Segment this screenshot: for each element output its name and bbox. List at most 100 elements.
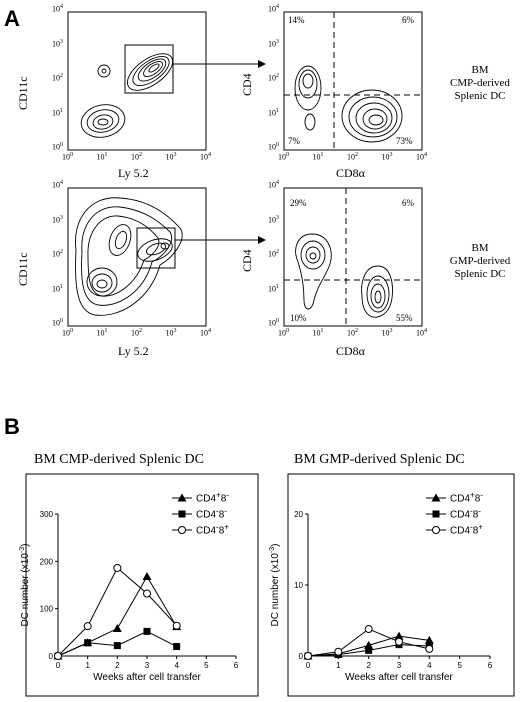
point-triangle: [424, 635, 434, 644]
point-circle: [83, 622, 92, 631]
log-y-tick-label: 102: [52, 73, 63, 83]
legend-marker: [177, 493, 187, 502]
x-axis-label: Weeks after cell transfer: [345, 672, 453, 683]
legend-marker: [432, 526, 440, 534]
point-triangle: [142, 571, 152, 580]
x-tick-label: 3: [397, 661, 402, 670]
quad-ur-1: 6%: [402, 15, 414, 25]
legend-marker: [432, 510, 440, 518]
log-y-tick-label: 103: [52, 38, 63, 49]
x-tick-label: 5: [457, 661, 462, 670]
point-square: [143, 627, 151, 635]
row-label-1: BM CMP-derived Splenic DC: [440, 64, 520, 103]
point-square: [113, 642, 121, 650]
row-label-2-line: Splenic DC: [454, 268, 506, 280]
log-y-tick-label: 103: [268, 38, 279, 49]
legend-label: CD4-8+: [196, 523, 229, 537]
log-x-tick-label: 102: [131, 328, 142, 338]
point-circle: [395, 637, 403, 646]
log-y-tick-label: 100: [52, 318, 63, 328]
log-x-tick-label: 100: [278, 152, 289, 162]
chart-title-gmp: BM GMP-derived Splenic DC: [294, 452, 465, 467]
log-y-tick-label: 104: [52, 4, 63, 14]
quad-ul-1: 14%: [288, 15, 305, 25]
point-circle: [425, 644, 434, 653]
point-circle: [54, 652, 62, 660]
x-tick-label: 2: [115, 661, 120, 670]
panel-b-letter: B: [4, 414, 20, 439]
gate-xlabel-1: Ly 5.2: [118, 166, 149, 180]
log-y-tick-label: 100: [268, 142, 279, 152]
legend-marker: [178, 526, 186, 534]
x-tick-label: 6: [488, 661, 493, 670]
point-circle: [364, 625, 373, 634]
point-triangle: [112, 624, 122, 633]
row-label-2: BM GMP-derived Splenic DC: [440, 242, 520, 281]
y-tick-label: 200: [40, 557, 54, 566]
y-tick-label: 10: [294, 581, 303, 590]
point-circle: [334, 647, 343, 656]
log-x-tick-label: 101: [312, 328, 324, 338]
quad-xlabel-1: CD8α: [336, 166, 365, 180]
log-x-tick-label: 103: [165, 152, 177, 162]
point-triangle: [394, 631, 404, 640]
log-y-tick-label: 102: [52, 249, 63, 259]
row-label-1-line: BM: [471, 64, 489, 76]
log-x-tick-label: 102: [347, 328, 358, 338]
point-square: [84, 639, 92, 647]
legend-label: CD4+8-: [196, 491, 229, 505]
point-square: [365, 646, 373, 654]
log-y-tick-label: 100: [268, 318, 279, 328]
x-tick-label: 0: [306, 661, 311, 670]
x-tick-label: 6: [234, 661, 239, 670]
row-label-2-line: BM: [471, 242, 489, 254]
log-y-tick-label: 102: [268, 73, 279, 83]
x-tick-label: 1: [85, 661, 90, 670]
y-tick-label: 300: [40, 510, 54, 519]
log-x-tick-label: 103: [381, 152, 393, 162]
legend-marker: [178, 510, 186, 518]
y-axis-label: DC number (x10-3): [19, 544, 31, 627]
quad-xlabel-2: CD8α: [336, 344, 365, 358]
legend-label: CD4-8-: [196, 507, 227, 521]
legend-label: CD4+8-: [450, 491, 483, 505]
x-tick-label: 1: [336, 661, 341, 670]
log-x-tick-label: 103: [381, 328, 393, 338]
log-x-tick-label: 100: [62, 152, 73, 162]
row-label-2-line: GMP-derived: [449, 255, 511, 267]
chart-title-cmp: BM CMP-derived Splenic DC: [34, 452, 204, 467]
legend-label: CD4-8+: [450, 523, 483, 537]
log-x-tick-label: 100: [62, 328, 73, 338]
y-axis-label: DC number (x10-3): [269, 544, 281, 627]
log-x-tick-label: 104: [200, 328, 211, 338]
y-tick-label: 20: [294, 510, 303, 519]
log-y-tick-label: 104: [268, 180, 279, 190]
x-tick-label: 4: [174, 661, 179, 670]
log-y-tick-label: 104: [52, 180, 63, 190]
log-x-tick-label: 102: [131, 152, 142, 162]
log-y-tick-label: 101: [52, 107, 63, 118]
x-tick-label: 3: [145, 661, 150, 670]
x-tick-label: 0: [56, 661, 61, 670]
log-y-tick-label: 101: [268, 107, 279, 118]
point-square: [173, 643, 181, 651]
quad-ur-2: 6%: [402, 198, 414, 208]
y-tick-label: 0: [299, 652, 304, 661]
y-tick-label: 100: [40, 605, 54, 614]
legend-label: CD4-8-: [450, 507, 481, 521]
log-x-tick-label: 104: [416, 152, 427, 162]
log-x-tick-label: 102: [347, 152, 358, 162]
log-y-tick-label: 103: [268, 214, 279, 225]
quad-lr-1: 73%: [396, 136, 413, 146]
row-label-1-line: Splenic DC: [454, 90, 506, 102]
log-x-tick-label: 104: [416, 328, 427, 338]
log-y-tick-label: 101: [52, 283, 63, 294]
point-circle: [172, 621, 181, 630]
quad-lr-2: 55%: [396, 313, 413, 323]
log-x-tick-label: 100: [278, 328, 289, 338]
point-circle: [143, 589, 151, 598]
log-y-tick-label: 103: [52, 214, 63, 225]
log-y-tick-label: 100: [52, 142, 63, 152]
log-x-tick-label: 101: [96, 152, 108, 162]
